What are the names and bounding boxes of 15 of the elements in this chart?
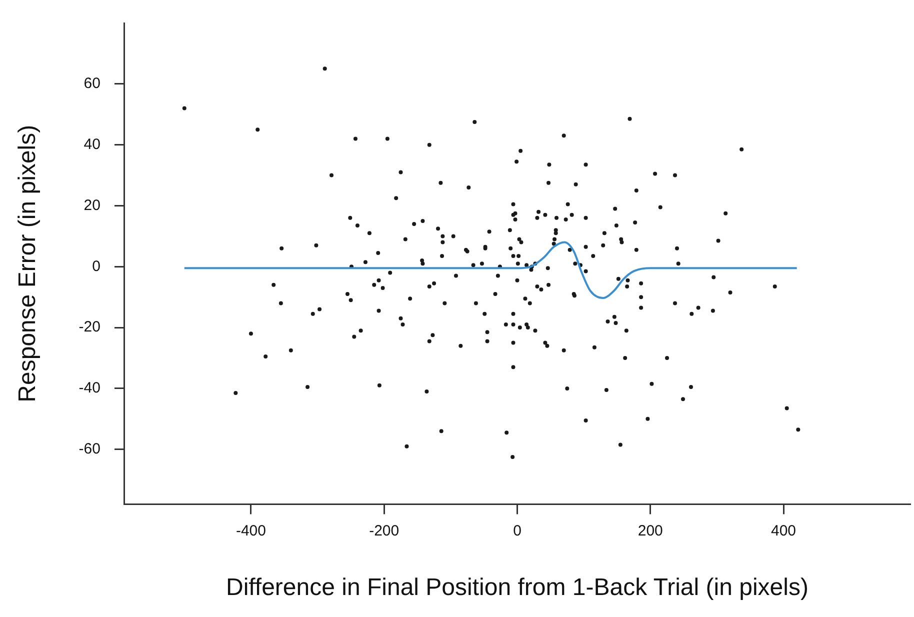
x-tick-label: 200 (638, 522, 663, 540)
x-tick-label: 0 (513, 522, 522, 540)
x-tick-label: -400 (236, 522, 266, 540)
x-axis-title: Difference in Final Position from 1-Back Trial (in pixels) (226, 574, 808, 602)
y-tick-label: -20 (78, 318, 100, 336)
y-tick-label: -60 (78, 440, 100, 458)
line-series (183, 241, 798, 300)
y-tick-label: 20 (84, 196, 100, 214)
y-tick-label: 60 (84, 75, 100, 92)
x-tick-label: -200 (369, 522, 400, 540)
y-axis-title: Response Error (in pixels) (14, 124, 42, 402)
x-tick-label: 400 (771, 522, 796, 540)
y-tick-label: 40 (84, 136, 100, 153)
y-tick-label: -40 (78, 380, 100, 397)
y-tick-label: 0 (92, 258, 100, 275)
